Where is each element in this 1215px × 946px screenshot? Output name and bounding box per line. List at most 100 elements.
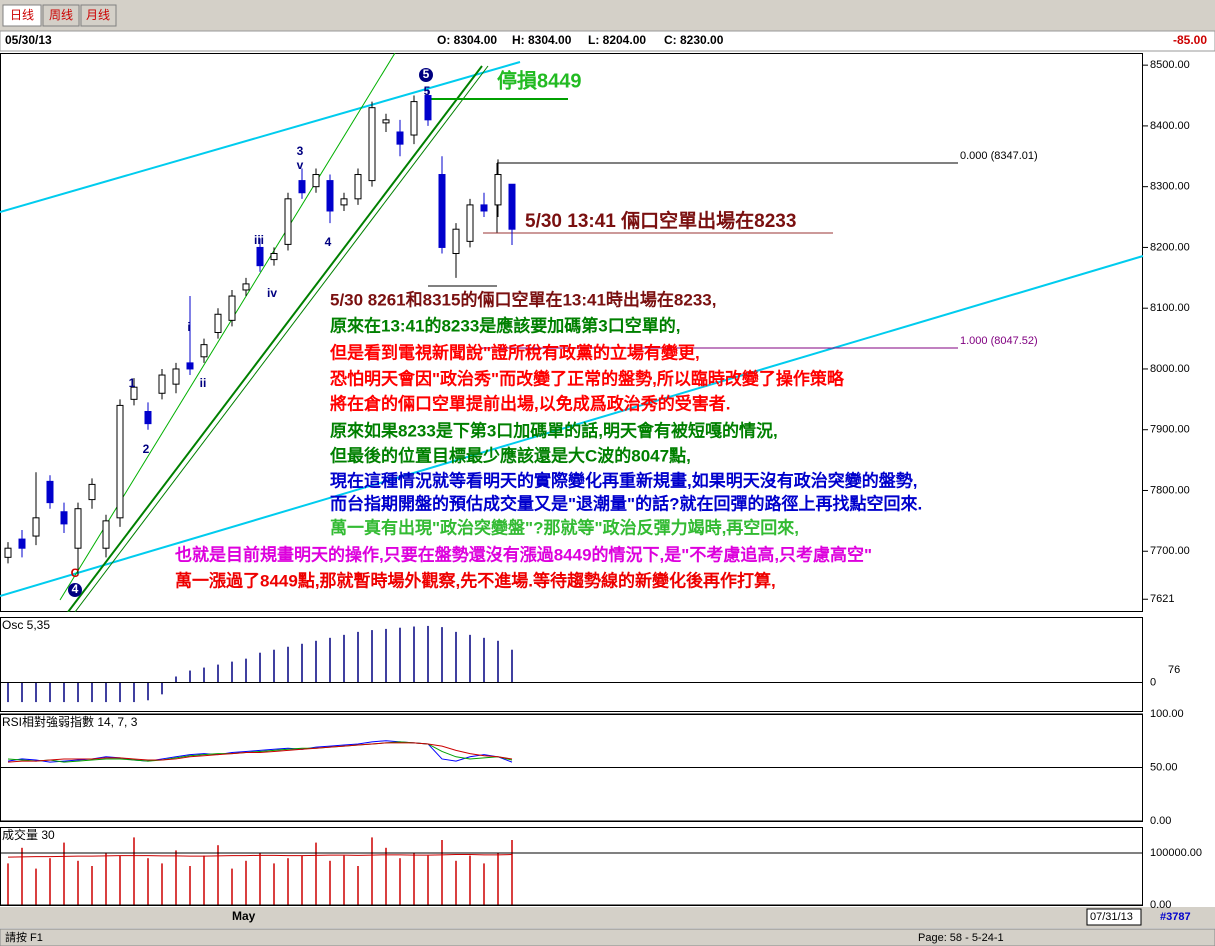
wave-label: v bbox=[297, 158, 304, 172]
candle-body bbox=[74, 508, 82, 549]
wave-label: iv bbox=[267, 286, 277, 300]
end-date-box bbox=[1086, 908, 1142, 926]
wave-marker bbox=[68, 583, 82, 597]
candle-body bbox=[242, 283, 250, 291]
time-bar bbox=[0, 907, 1215, 928]
y-tick-label: 8100.00 bbox=[1150, 302, 1190, 314]
candle-body bbox=[270, 253, 278, 261]
candle-body bbox=[200, 344, 208, 358]
candle-body bbox=[284, 198, 292, 245]
candle-body bbox=[172, 368, 180, 385]
annotation: 萬一真有出現"政治突變盤"?那就等"政治反彈力竭時,再空回來, bbox=[330, 517, 799, 537]
candle-body bbox=[144, 410, 152, 425]
wave-label: 5 bbox=[424, 84, 431, 98]
trend-line bbox=[67, 65, 483, 612]
ohlc: L: 8204.00 bbox=[588, 33, 646, 47]
candle-body bbox=[480, 204, 488, 212]
annotation: 現在這種情況就等看明天的實際變化再重新規畫,如果明天沒有政治突變的盤勢, bbox=[330, 470, 917, 490]
annotation: 也就是目前規畫明天的操作,只要在盤勢還沒有漲過8449的情況下,是"不考慮追高,… bbox=[175, 544, 872, 564]
y-tick-label: 8500.00 bbox=[1150, 59, 1190, 71]
trend-line bbox=[0, 61, 521, 213]
y-tick-label: 8200.00 bbox=[1150, 241, 1190, 253]
osc-marker: 76 bbox=[1168, 664, 1180, 676]
annotation: 5/30 8261和8315的倆口空單在13:41時出場在8233, bbox=[330, 289, 716, 309]
rsi-line bbox=[7, 742, 513, 763]
y-tick-label: 8400.00 bbox=[1150, 120, 1190, 132]
ohlc: C: 8230.00 bbox=[664, 33, 724, 47]
annotation: 但最後的位置目標最少應該還是大C波的8047點, bbox=[330, 445, 691, 465]
x-label: May bbox=[232, 909, 256, 923]
y-tick-label: 50.00 bbox=[1150, 761, 1178, 773]
candle-body bbox=[46, 480, 54, 504]
candle-body bbox=[116, 404, 124, 519]
y-tick-label: 100.00 bbox=[1150, 708, 1184, 720]
y-tick-label: 8000.00 bbox=[1150, 363, 1190, 375]
candle-body bbox=[158, 374, 166, 394]
candle-body bbox=[228, 295, 236, 321]
candle-body bbox=[368, 107, 376, 182]
candle-body bbox=[438, 174, 446, 248]
candle-body bbox=[508, 183, 516, 230]
end-date: 07/31/13 bbox=[1090, 911, 1133, 923]
tab-label[interactable]: 月线 bbox=[86, 8, 110, 22]
y-tick-label: 7800.00 bbox=[1150, 484, 1190, 496]
ohlc: O: 8304.00 bbox=[437, 33, 497, 47]
tab[interactable] bbox=[42, 4, 80, 27]
price-panel bbox=[0, 53, 1143, 612]
date: 05/30/13 bbox=[5, 33, 52, 47]
y-tick-label: 0.00 bbox=[1150, 899, 1171, 911]
candle-body bbox=[186, 362, 194, 370]
candle-body bbox=[410, 101, 418, 136]
exit-label: 5/30 13:41 倆口空單出場在8233 bbox=[525, 209, 796, 232]
annotation: 原來在13:41的8233是應該要加碼第3口空單的, bbox=[330, 315, 680, 335]
annotation: 萬一漲過了8449點,那就暫時場外觀察,先不進場.等待趨勢線的新變化後再作打算, bbox=[175, 570, 776, 590]
candle-body bbox=[18, 538, 26, 549]
annotation: 將在倉的倆口空單提前出場,以免成爲政治秀的受害者. bbox=[330, 393, 730, 413]
y-tick-label: 100000.00 bbox=[1150, 847, 1202, 859]
bar-count: #3787 bbox=[1160, 911, 1191, 923]
annotation: 恐怕明天會因"政治秀"而改變了正常的盤勢,所以臨時改變了操作策略 bbox=[330, 368, 845, 388]
tab-label[interactable]: 日线 bbox=[10, 8, 34, 22]
candle-body bbox=[312, 174, 320, 188]
candle-body bbox=[382, 119, 390, 124]
y-tick-label: 0.00 bbox=[1150, 815, 1171, 827]
y-tick-label: 7900.00 bbox=[1150, 424, 1190, 436]
status-bar bbox=[0, 928, 1215, 946]
wave-label: 4 bbox=[72, 582, 79, 596]
trend-line bbox=[59, 53, 396, 601]
wave-label: 2 bbox=[143, 442, 150, 456]
candle-body bbox=[88, 483, 96, 501]
tab[interactable] bbox=[2, 4, 42, 27]
status-page: Page: 58 - 5-24-1 bbox=[918, 932, 1004, 944]
candle-body bbox=[340, 198, 348, 206]
change: -85.00 bbox=[1173, 33, 1207, 47]
trend-line bbox=[0, 255, 1144, 597]
fib-label: 0.000 (8347.01) bbox=[960, 150, 1038, 162]
wave-label: 1 bbox=[129, 376, 136, 390]
annotation: 而台指期開盤的預估成交量又是"退潮量"的話?就在回彈的路徑上再找點空回來. bbox=[330, 493, 922, 513]
candle-body bbox=[466, 204, 474, 242]
tab[interactable] bbox=[80, 4, 117, 27]
candle-body bbox=[424, 95, 432, 121]
annotation: 但是看到電視新聞說"證所稅有政黨的立場有變更, bbox=[330, 342, 700, 362]
wave-label: ii bbox=[200, 376, 207, 390]
y-tick-label: 0 bbox=[1150, 676, 1156, 688]
candle-body bbox=[4, 547, 12, 558]
wave-marker bbox=[419, 68, 433, 82]
candle-body bbox=[32, 517, 40, 537]
y-tick-label: 7621 bbox=[1150, 593, 1174, 605]
wave-label: 5 bbox=[423, 67, 430, 81]
panel-title: Osc 5,35 bbox=[2, 618, 50, 632]
stop-label: 停損8449 bbox=[497, 68, 582, 92]
tab-label[interactable]: 周线 bbox=[49, 8, 73, 22]
panel-title: 成交量 30 bbox=[2, 827, 55, 842]
candle-body bbox=[298, 180, 306, 194]
y-tick-label: 8300.00 bbox=[1150, 181, 1190, 193]
fib-label: 1.000 (8047.52) bbox=[960, 335, 1038, 347]
candle-body bbox=[214, 313, 222, 333]
status-help: 請按 F1 bbox=[5, 930, 43, 944]
candle-body bbox=[60, 511, 68, 525]
header-bar bbox=[0, 30, 1215, 52]
wave-label: iii bbox=[254, 233, 264, 247]
